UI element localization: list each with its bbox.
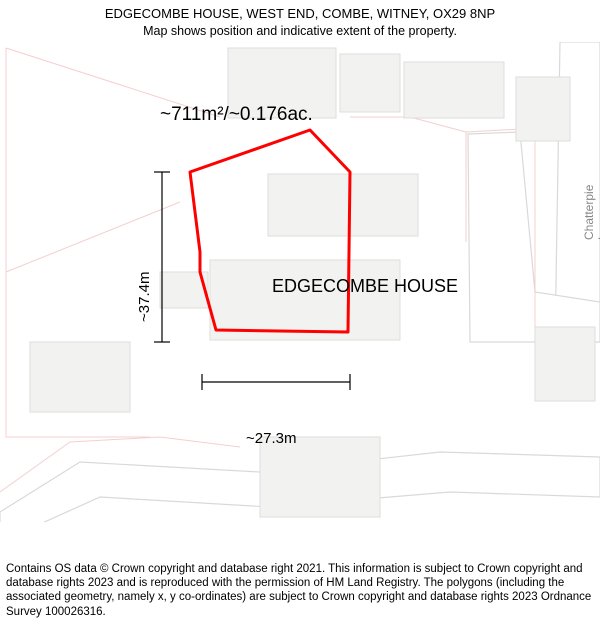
height-dimension-label: ~37.4m: [136, 272, 153, 322]
copyright-footer: Contains OS data © Crown copyright and d…: [6, 562, 594, 620]
page-subtitle: Map shows position and indicative extent…: [0, 23, 600, 39]
street-name-label: Chatterpie Lane: [582, 185, 600, 240]
area-measurement-label: ~711m²/~0.176ac.: [160, 104, 313, 126]
map-container: ~711m²/~0.176ac. EDGECOMBE HOUSE Chatter…: [0, 42, 600, 522]
page-title: EDGECOMBE HOUSE, WEST END, COMBE, WITNEY…: [0, 6, 600, 23]
property-name-label: EDGECOMBE HOUSE: [272, 276, 458, 297]
width-dimension-label: ~27.3m: [246, 430, 296, 447]
